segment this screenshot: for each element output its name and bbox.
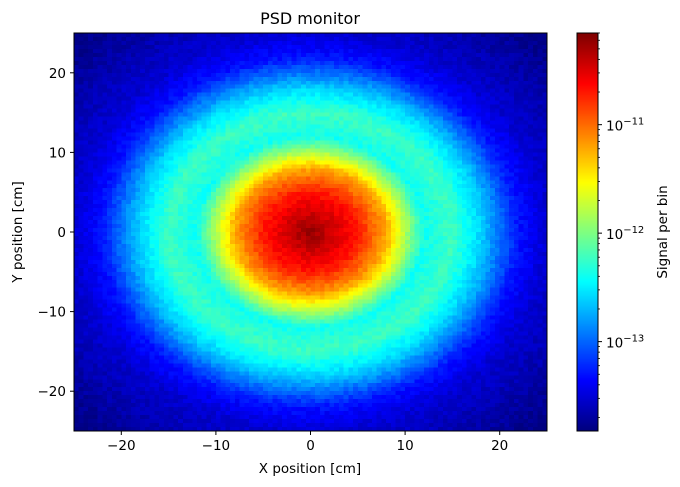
plot-frame xyxy=(73,32,548,432)
x-tick-label: 20 xyxy=(491,438,508,454)
y-tick-label: −10 xyxy=(38,305,67,321)
colorbar-gradient xyxy=(577,33,598,431)
x-tick-label: −20 xyxy=(107,438,136,454)
y-tick-label: −20 xyxy=(38,384,67,400)
y-tick-label: 20 xyxy=(49,66,66,82)
y-axis: −20 −10 0 10 20 xyxy=(38,66,74,400)
x-tick-label: −10 xyxy=(202,438,231,454)
colorbar-frame xyxy=(576,32,599,432)
colorbar-tick-label: 10−11 xyxy=(606,117,644,135)
x-axis: −20 −10 0 10 20 xyxy=(107,431,508,454)
x-tick-label: 10 xyxy=(397,438,414,454)
y-tick-label: 0 xyxy=(57,225,66,241)
colorbar-label: Signal per bin xyxy=(655,185,671,278)
colorbar-tick-label: 10−12 xyxy=(606,225,644,243)
y-axis-label: Y position [cm] xyxy=(10,181,26,283)
x-tick-label: 0 xyxy=(306,438,315,454)
heatmap-image xyxy=(74,33,547,431)
chart-title: PSD monitor xyxy=(260,9,360,28)
colorbar-axis: 10−13 10−12 10−11 xyxy=(598,32,644,418)
y-tick-label: 10 xyxy=(49,145,66,161)
x-axis-label: X position [cm] xyxy=(259,461,361,477)
colorbar-tick-label: 10−13 xyxy=(606,334,644,352)
